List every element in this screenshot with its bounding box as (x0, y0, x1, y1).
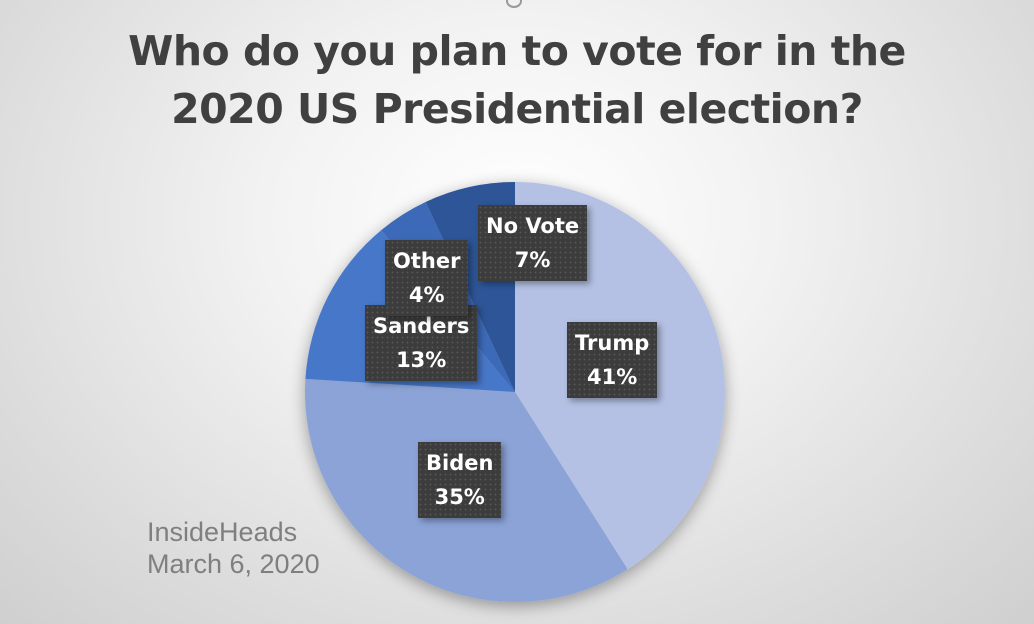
label-other: Other 4% (385, 240, 469, 316)
label-no-vote: No Vote 7% (478, 205, 588, 281)
label-trump-pct: 41% (586, 365, 638, 389)
top-handle-mark (506, 0, 522, 8)
label-other-pct: 4% (408, 283, 445, 307)
label-biden-name: Biden (426, 451, 494, 475)
label-no-vote-name: No Vote (486, 214, 580, 238)
source-note: InsideHeads March 6, 2020 (147, 516, 320, 580)
label-sanders: Sanders 13% (365, 305, 478, 381)
source-date: March 6, 2020 (147, 549, 320, 579)
chart-title-line-1: Who do you plan to vote for in the (128, 27, 906, 75)
label-trump-name: Trump (575, 331, 650, 355)
chart-title: Who do you plan to vote for in the 2020 … (0, 22, 1034, 138)
label-biden: Biden 35% (418, 442, 502, 518)
label-other-name: Other (393, 249, 461, 273)
label-trump: Trump 41% (567, 322, 658, 398)
chart-title-line-2: 2020 US Presidential election? (171, 85, 863, 133)
label-no-vote-pct: 7% (514, 248, 551, 272)
label-sanders-pct: 13% (396, 348, 447, 372)
label-sanders-name: Sanders (373, 314, 470, 338)
label-biden-pct: 35% (434, 485, 485, 509)
source-org: InsideHeads (147, 517, 298, 547)
